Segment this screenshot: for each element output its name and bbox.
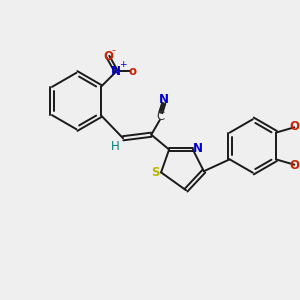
Text: +: + bbox=[119, 61, 127, 70]
Text: o: o bbox=[129, 65, 136, 78]
Text: O: O bbox=[289, 159, 299, 172]
Text: N: N bbox=[111, 65, 121, 78]
Text: -: - bbox=[111, 45, 115, 55]
Text: S: S bbox=[152, 166, 160, 179]
Text: N: N bbox=[159, 93, 169, 106]
Text: C: C bbox=[157, 110, 165, 123]
Text: O: O bbox=[289, 120, 299, 133]
Text: H: H bbox=[110, 140, 119, 153]
Text: O: O bbox=[103, 50, 113, 62]
Text: N: N bbox=[193, 142, 203, 154]
